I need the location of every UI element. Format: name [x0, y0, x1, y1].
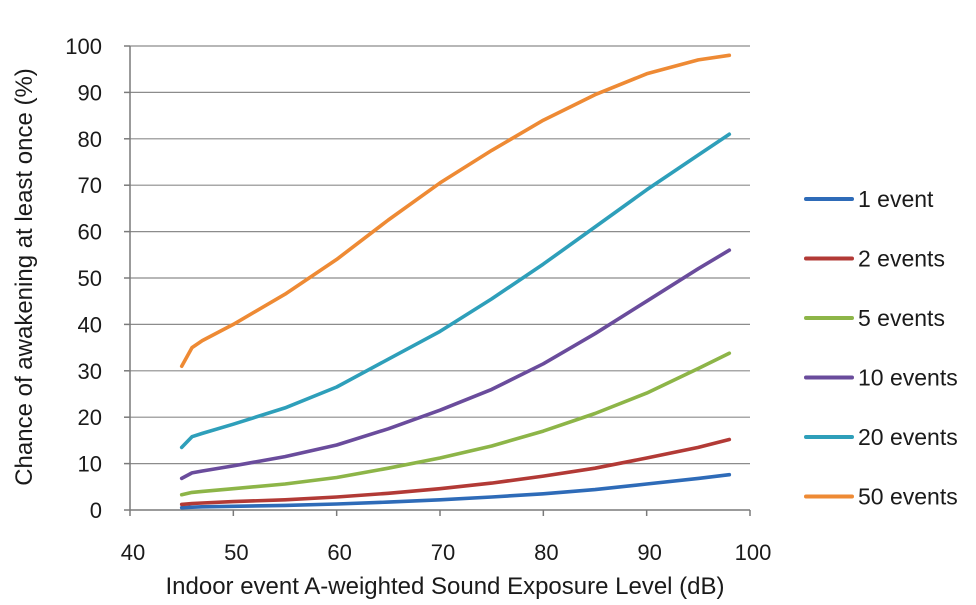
x-tick-label: 40 — [121, 540, 145, 565]
legend-item: 2 events — [804, 246, 945, 272]
x-tick-label: 80 — [534, 540, 558, 565]
y-tick-label: 80 — [78, 127, 102, 152]
legend-label: 5 events — [858, 305, 945, 331]
x-tick-labels: 40 50 60 70 80 90 100 — [121, 540, 772, 565]
y-tick-label: 60 — [78, 220, 102, 245]
x-tick-label: 50 — [224, 540, 248, 565]
legend-label: 2 events — [858, 246, 945, 272]
legend-item: 5 events — [804, 305, 945, 331]
legend-label: 20 events — [858, 424, 958, 450]
y-tick-label: 50 — [78, 266, 102, 291]
y-tick-label: 90 — [78, 80, 102, 105]
axes — [124, 45, 751, 516]
x-tick-label: 60 — [327, 540, 351, 565]
series-line-20-events — [179, 132, 732, 450]
legend-label: 50 events — [858, 484, 958, 510]
legend-item: 10 events — [804, 365, 958, 391]
x-tick-label: 90 — [637, 540, 661, 565]
x-axis-title: Indoor event A-weighted Sound Exposure L… — [165, 573, 724, 600]
y-tick-label: 40 — [78, 312, 102, 337]
y-tick-label: 70 — [78, 173, 102, 198]
y-axis-title: Chance of awakening at least once (%) — [11, 68, 38, 486]
series-line-50-events — [179, 53, 732, 368]
legend-item: 50 events — [804, 484, 958, 510]
x-tick-label: 100 — [735, 540, 772, 565]
legend-label: 1 event — [858, 186, 934, 212]
legend-item: 20 events — [804, 424, 958, 450]
series-line-5-events — [179, 351, 732, 497]
legend: 1 event 2 events 5 events 10 events 20 event… — [804, 186, 958, 510]
legend-label: 10 events — [858, 365, 958, 391]
series-lines — [179, 53, 732, 510]
series-line-10-events — [179, 248, 732, 481]
series-line-2-events — [179, 437, 732, 507]
x-tick-label: 70 — [431, 540, 455, 565]
y-tick-label: 10 — [78, 452, 102, 477]
y-tick-labels: 0 10 20 30 40 50 60 70 80 90 100 — [65, 34, 102, 523]
y-tick-label: 0 — [90, 498, 102, 523]
legend-item: 1 event — [804, 186, 934, 212]
y-tick-label: 100 — [65, 34, 102, 59]
gridlines — [130, 45, 750, 465]
y-tick-label: 20 — [78, 405, 102, 430]
y-tick-label: 30 — [78, 359, 102, 384]
series-line-1-event — [179, 472, 732, 510]
